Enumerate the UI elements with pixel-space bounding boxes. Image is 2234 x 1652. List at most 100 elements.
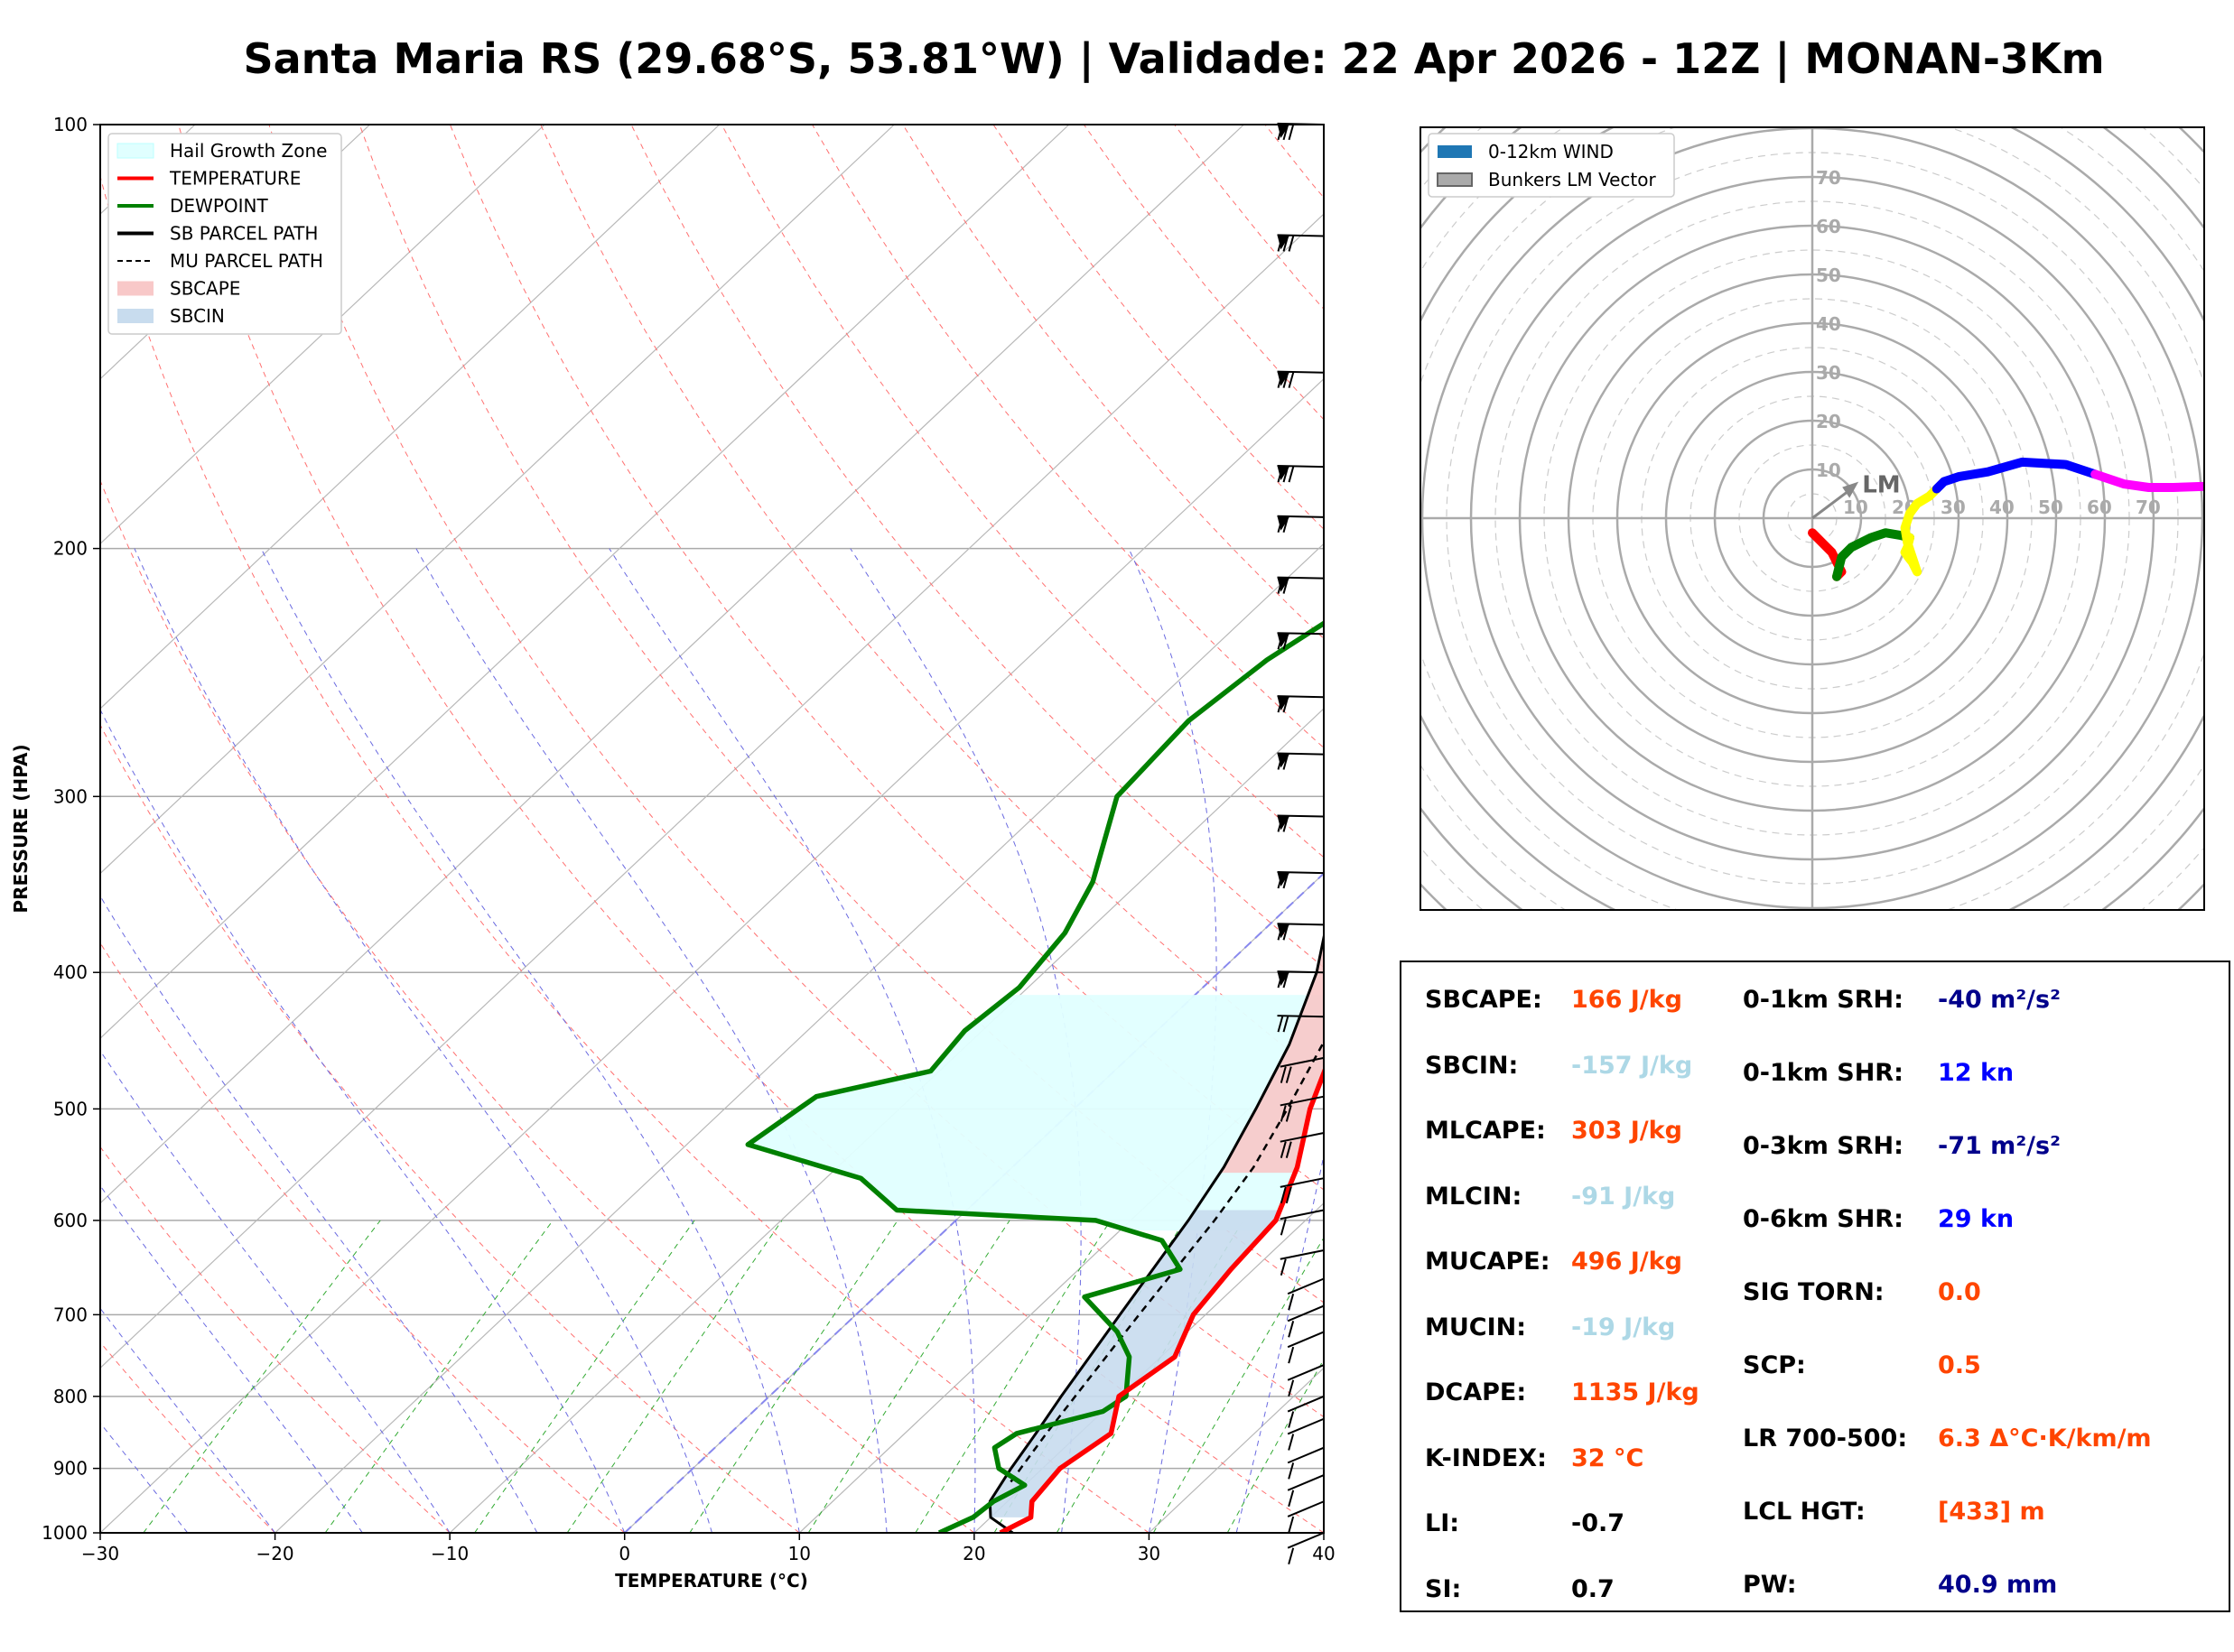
wind-barb xyxy=(1277,632,1325,650)
mixing-ratio-line xyxy=(324,1220,554,1533)
isotherm xyxy=(100,377,1324,1533)
hodo-minor-ring xyxy=(1787,493,1838,543)
hodo-ring-label-y: 10 xyxy=(1816,459,1841,481)
hodograph-legend: 0-12km WIND Bunkers LM Vector xyxy=(1428,133,1675,198)
wind-barb-staff xyxy=(1287,1277,1325,1295)
wind-barb-feather xyxy=(1282,753,1289,770)
hodo-ring-label-y: 20 xyxy=(1816,411,1841,432)
wind-barb-staff xyxy=(1287,1446,1325,1464)
wind-barb xyxy=(1287,1395,1325,1428)
legend-swatch xyxy=(116,143,154,159)
param-label: MUCIN: xyxy=(1425,1313,1527,1341)
legend-swatch xyxy=(1438,145,1472,158)
hodo-ring-label-y: 30 xyxy=(1816,362,1841,384)
wind-barb-staff xyxy=(1287,1395,1325,1413)
param-label: K-INDEX: xyxy=(1425,1443,1547,1472)
wind-barb-feather xyxy=(1285,1105,1292,1122)
wind-barb xyxy=(1287,1277,1325,1311)
param-value: -0.7 xyxy=(1571,1509,1625,1537)
wind-barb-feather xyxy=(1288,1490,1295,1508)
param-value: -71 m²/s² xyxy=(1938,1132,2061,1160)
wind-barb-feather xyxy=(1282,371,1289,388)
hodo-ring xyxy=(1713,419,1912,617)
dry-adiabat xyxy=(100,942,626,1533)
hodograph-frame xyxy=(1420,126,2205,911)
wind-barb-feather xyxy=(1288,1321,1295,1338)
wind-barb-feather xyxy=(1280,1105,1287,1122)
hodo-minor-ring xyxy=(1543,249,2081,787)
hodo-wind-segment xyxy=(1931,457,2100,494)
hodo-minor-ring xyxy=(1446,152,2179,885)
param-value: 166 J/kg xyxy=(1571,986,1682,1014)
isotherm xyxy=(100,125,545,545)
freezing-isotherm xyxy=(624,872,1324,1533)
hodo-ring xyxy=(1762,468,1863,569)
hodo-minor-ring xyxy=(1689,395,1935,641)
dry-adiabat xyxy=(449,125,1324,1191)
param-label: LCL HGT: xyxy=(1743,1498,1866,1526)
x-tick-label: −30 xyxy=(81,1543,119,1564)
param-value: 6.3 Δ°C·K/km/m xyxy=(1938,1425,2152,1452)
param-value: 1135 J/kg xyxy=(1571,1378,1699,1406)
wind-barb-staff xyxy=(1280,1177,1325,1188)
wind-barb-staff xyxy=(1280,1209,1325,1220)
wind-barb-feather xyxy=(1277,632,1284,650)
hodo-ring-label-x: 40 xyxy=(1989,497,2015,518)
mixing-ratio-line xyxy=(807,1220,1010,1533)
hodo-ring-label-x: 60 xyxy=(2087,497,2112,518)
param-value: 303 J/kg xyxy=(1571,1117,1682,1145)
param-label: LR 700-500: xyxy=(1743,1425,1908,1452)
wind-barb xyxy=(1277,122,1325,141)
bunkers-lm-arrowhead xyxy=(1842,481,1859,498)
wind-barb-feather xyxy=(1282,632,1289,650)
param-label: SBCAPE: xyxy=(1425,986,1542,1014)
isotherm xyxy=(624,872,1324,1533)
bunkers-lm-label: LM xyxy=(1862,472,1900,499)
bunkers-lm-vector xyxy=(1811,487,1853,520)
isotherm xyxy=(1323,1532,1324,1533)
chart-title: Santa Maria RS (29.68°S, 53.81°W) | Vali… xyxy=(243,34,2105,83)
hodo-ring xyxy=(1518,224,2107,812)
param-value: -91 J/kg xyxy=(1571,1182,1676,1211)
wind-barb-feather xyxy=(1282,1015,1289,1033)
wind-barb-feather xyxy=(1288,1379,1295,1397)
hodo-minor-ring xyxy=(1494,200,2130,836)
hodo-ring-label-x: 10 xyxy=(1843,497,1868,518)
wind-barb-feather xyxy=(1277,753,1284,770)
x-axis-label: TEMPERATURE (°C) xyxy=(615,1570,808,1592)
wind-barb-feather xyxy=(1277,923,1284,941)
wind-barb xyxy=(1277,515,1325,534)
wind-barb-feather xyxy=(1288,235,1295,252)
y-axis-label: PRESSURE (HPA) xyxy=(10,744,32,913)
wind-barb-staff xyxy=(1287,1364,1325,1381)
legend-label: Bunkers LM Vector xyxy=(1488,169,1657,190)
wind-barb-feather xyxy=(1282,235,1289,252)
y-tick-label: 700 xyxy=(53,1304,88,1325)
wind-barb-feather xyxy=(1282,577,1289,594)
wind-barb-feather xyxy=(1288,1547,1295,1564)
wind-barb-feather xyxy=(1282,815,1289,832)
isotherm xyxy=(449,708,1324,1533)
wind-barb-feather xyxy=(1282,871,1289,889)
param-label: SBCIN: xyxy=(1425,1051,1519,1080)
param-label: PW: xyxy=(1743,1571,1797,1599)
hodo-wind-segment xyxy=(2090,469,2204,492)
hodo-wind-segment xyxy=(1808,528,1847,581)
param-label: MLCIN: xyxy=(1425,1182,1522,1211)
param-label: SI: xyxy=(1425,1574,1462,1603)
param-label: DCAPE: xyxy=(1425,1378,1527,1406)
wind-barb-feather xyxy=(1285,1141,1292,1158)
y-tick-label: 200 xyxy=(53,538,88,560)
hodo-minor-ring xyxy=(1420,127,2204,910)
param-value: 0.7 xyxy=(1571,1574,1615,1603)
dry-adiabat xyxy=(812,125,1324,749)
wind-barb xyxy=(1287,1500,1325,1534)
wind-barb-staff xyxy=(1287,1331,1325,1349)
isotherm xyxy=(100,125,721,710)
dry-adiabat xyxy=(358,125,1324,1304)
hodo-minor-ring xyxy=(1641,347,1984,690)
wind-barb xyxy=(1287,1446,1325,1480)
wind-barb-feather xyxy=(1282,515,1289,534)
sbcin-area xyxy=(990,1210,1280,1517)
param-label: 0-1km SHR: xyxy=(1743,1059,1904,1087)
